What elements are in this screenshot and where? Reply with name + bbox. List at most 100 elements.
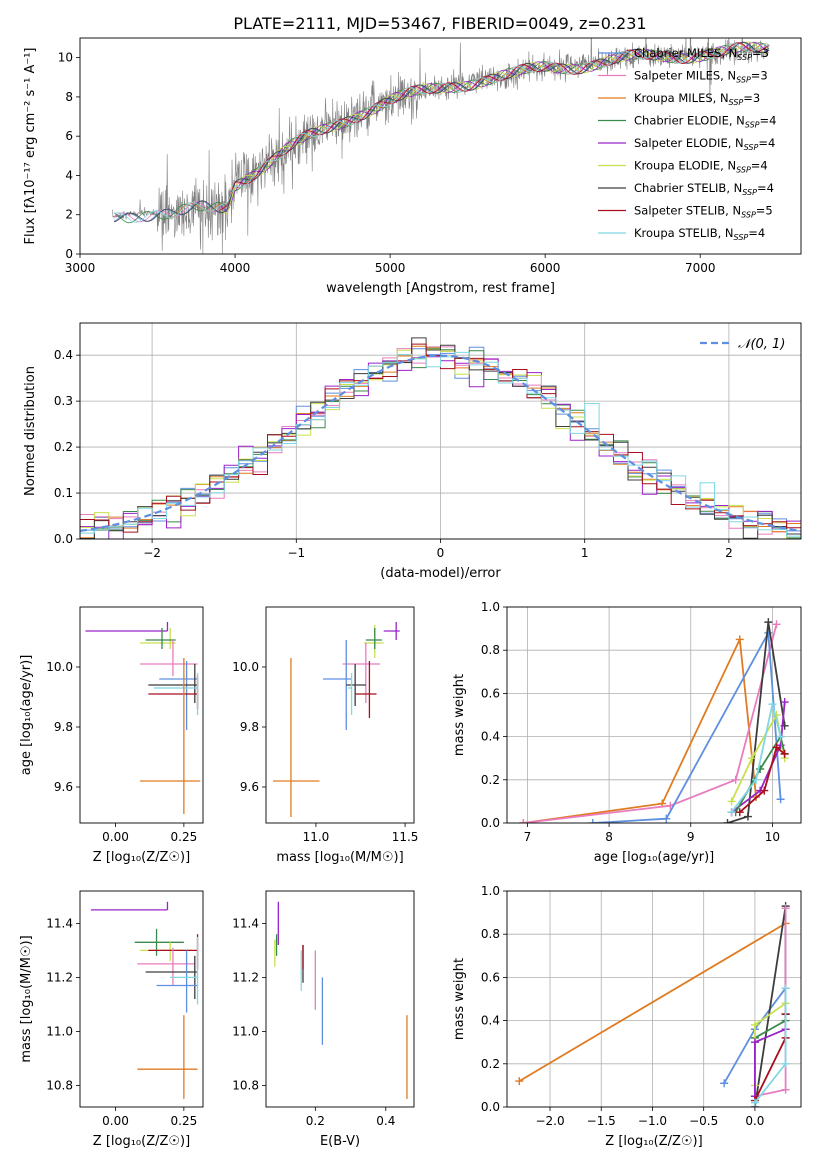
legend-subscript: SSP [737, 53, 752, 62]
weight-line [592, 629, 782, 823]
figure-title: PLATE=2111, MJD=53467, FIBERID=0049, z=0… [233, 14, 646, 33]
histogram-step [80, 351, 801, 539]
x-tick-label: 0.00 [102, 830, 129, 844]
x-axis-label: age [log₁₀(age/yr)] [594, 850, 715, 865]
weight_vs_Z-lines [515, 902, 790, 1107]
weight-marker [731, 775, 740, 784]
normal-curve [80, 354, 801, 532]
model-spectrum-line [219, 41, 769, 213]
weight_vs_Z-frame [506, 890, 802, 1108]
weight-marker [748, 754, 756, 763]
y-tick-label: 0.2 [54, 440, 73, 454]
legend-entry: Salpeter STELIB, NSSP=5 [634, 204, 773, 220]
weight-marker [752, 775, 761, 784]
y-tick-label: 0.2 [481, 1057, 500, 1071]
legend-label: Salpeter STELIB, N [634, 204, 741, 218]
legend-subscript: SSP [736, 76, 751, 85]
y-tick-label: 11.4 [232, 916, 259, 930]
y-tick-label: 1.0 [481, 884, 500, 898]
weight-marker [519, 819, 528, 823]
x-axis-label: Z [log₁₀(Z/Z☉)] [605, 1134, 702, 1149]
y-tick-label: 0.0 [481, 1100, 500, 1114]
y-tick-label: 10.8 [46, 1078, 73, 1092]
x-tick-label: 11.0 [303, 830, 330, 844]
x-tick-label: 0.0 [745, 1114, 764, 1128]
x-tick-label: −0.5 [689, 1114, 718, 1128]
x-tick-label: 3000 [65, 261, 96, 275]
x-tick-label: −1 [287, 546, 305, 560]
weight-marker [772, 743, 781, 752]
weight-marker [720, 1079, 729, 1088]
legend-suffix: =3 [751, 69, 768, 83]
weight-marker [760, 786, 769, 795]
x-tick-label: 0.25 [171, 1114, 198, 1128]
y-axis-label: Normed distribution [23, 366, 38, 496]
x-tick-label: 8 [605, 830, 613, 844]
legend-entry: Kroupa MILES, NSSP=3 [634, 91, 760, 107]
y-axis-label: mass weight [452, 958, 467, 1040]
y-tick-label: 10 [58, 51, 73, 65]
x-tick-label: 9 [687, 830, 695, 844]
x-tick-label: 6000 [530, 261, 561, 275]
legend-label: Salpeter ELODIE, N [634, 136, 744, 150]
y-tick-label: 10.0 [232, 660, 259, 674]
y-tick-label: 0.6 [481, 686, 500, 700]
residuals-frame [79, 322, 802, 540]
legend-label: Chabrier STELIB, N [634, 181, 742, 195]
y-tick-label: 0.4 [481, 730, 500, 744]
x-tick-label: 10 [765, 830, 780, 844]
age_vs_mass-points [273, 622, 400, 817]
y-tick-label: 0.8 [481, 643, 500, 657]
legend-subscript: SSP [744, 143, 759, 152]
legend-label: Kroupa MILES, N [634, 91, 729, 105]
mass_vs_EBV-points [274, 901, 408, 1099]
model-spectrum-line [219, 42, 769, 211]
x-tick-label: 0.2 [306, 1114, 325, 1128]
legend-entry: Salpeter MILES, NSSP=3 [634, 69, 768, 85]
legend-entry: Chabrier ELODIE, NSSP=4 [634, 114, 776, 130]
legend-subscript: SSP [729, 98, 744, 107]
y-tick-label: 9.6 [54, 780, 73, 794]
weight_vs_Z-axes: −2.0 −1.5 −1.0 −0.5 0.0 0.0 0.2 0.4 0.6 0.8 1.0 Z [… [452, 884, 801, 1149]
weight-line [739, 745, 786, 813]
legend-suffix: =3 [743, 91, 760, 105]
y-tick-label: 6 [65, 129, 73, 143]
legend-suffix: =5 [756, 204, 773, 218]
legend-suffix: =4 [757, 181, 774, 195]
legend-subscript: SSP [734, 233, 749, 242]
x-axis-label: wavelength [Angstrom, rest frame] [326, 281, 555, 296]
x-axis-label: Z [log₁₀(Z/Z☉)] [93, 850, 190, 865]
spectrum-axes: 3000 4000 5000 6000 7000 0 2 4 6 8 10 wavelength [A… [23, 48, 715, 297]
y-tick-label: 0.8 [481, 927, 500, 941]
age_vs_mass-axes: 11.0 11.5 9.6 9.8 10.0 mass [log₁₀(M/M☉)] [232, 660, 418, 865]
x-tick-label: 5000 [375, 261, 406, 275]
weight_vs_age-frame [506, 606, 802, 824]
y-tick-label: 0.4 [54, 348, 73, 362]
y-tick-label: 9.8 [54, 720, 73, 734]
x-tick-label: 2 [725, 546, 733, 560]
legend-subscript: SSP [745, 121, 760, 130]
weight-line [523, 624, 778, 823]
y-tick-label: 11.2 [232, 970, 259, 984]
legend-label: Chabrier MILES, N [634, 46, 737, 60]
x-tick-label: 0.25 [171, 830, 198, 844]
legend-label: Chabrier ELODIE, N [634, 114, 745, 128]
legend-subscript: SSP [736, 166, 751, 175]
y-tick-label: 10.0 [46, 660, 73, 674]
y-tick-label: 11.0 [232, 1024, 259, 1038]
weight-line [727, 621, 786, 823]
y-tick-label: 0.6 [481, 970, 500, 984]
weight-marker [781, 1059, 790, 1068]
x-tick-label: 1 [581, 546, 589, 560]
weight-marker [781, 984, 790, 993]
mass_vs_EBV-axes: 0.2 0.4 10.8 11.0 11.2 11.4 E(B-V) [232, 916, 395, 1149]
y-tick-label: 9.6 [240, 780, 259, 794]
weight-marker [780, 698, 789, 707]
weight-line [754, 1028, 786, 1097]
weight_vs_age-lines [519, 618, 789, 823]
mass_vs_Z-axes: 0.00 0.25 10.8 11.0 11.2 11.4 Z [log₁₀(Z/Z☉)] m… [19, 916, 197, 1149]
weight-marker [750, 1098, 759, 1107]
x-tick-label: −2 [143, 546, 161, 560]
y-tick-label: 4 [65, 168, 73, 182]
x-tick-label: 11.5 [392, 830, 419, 844]
